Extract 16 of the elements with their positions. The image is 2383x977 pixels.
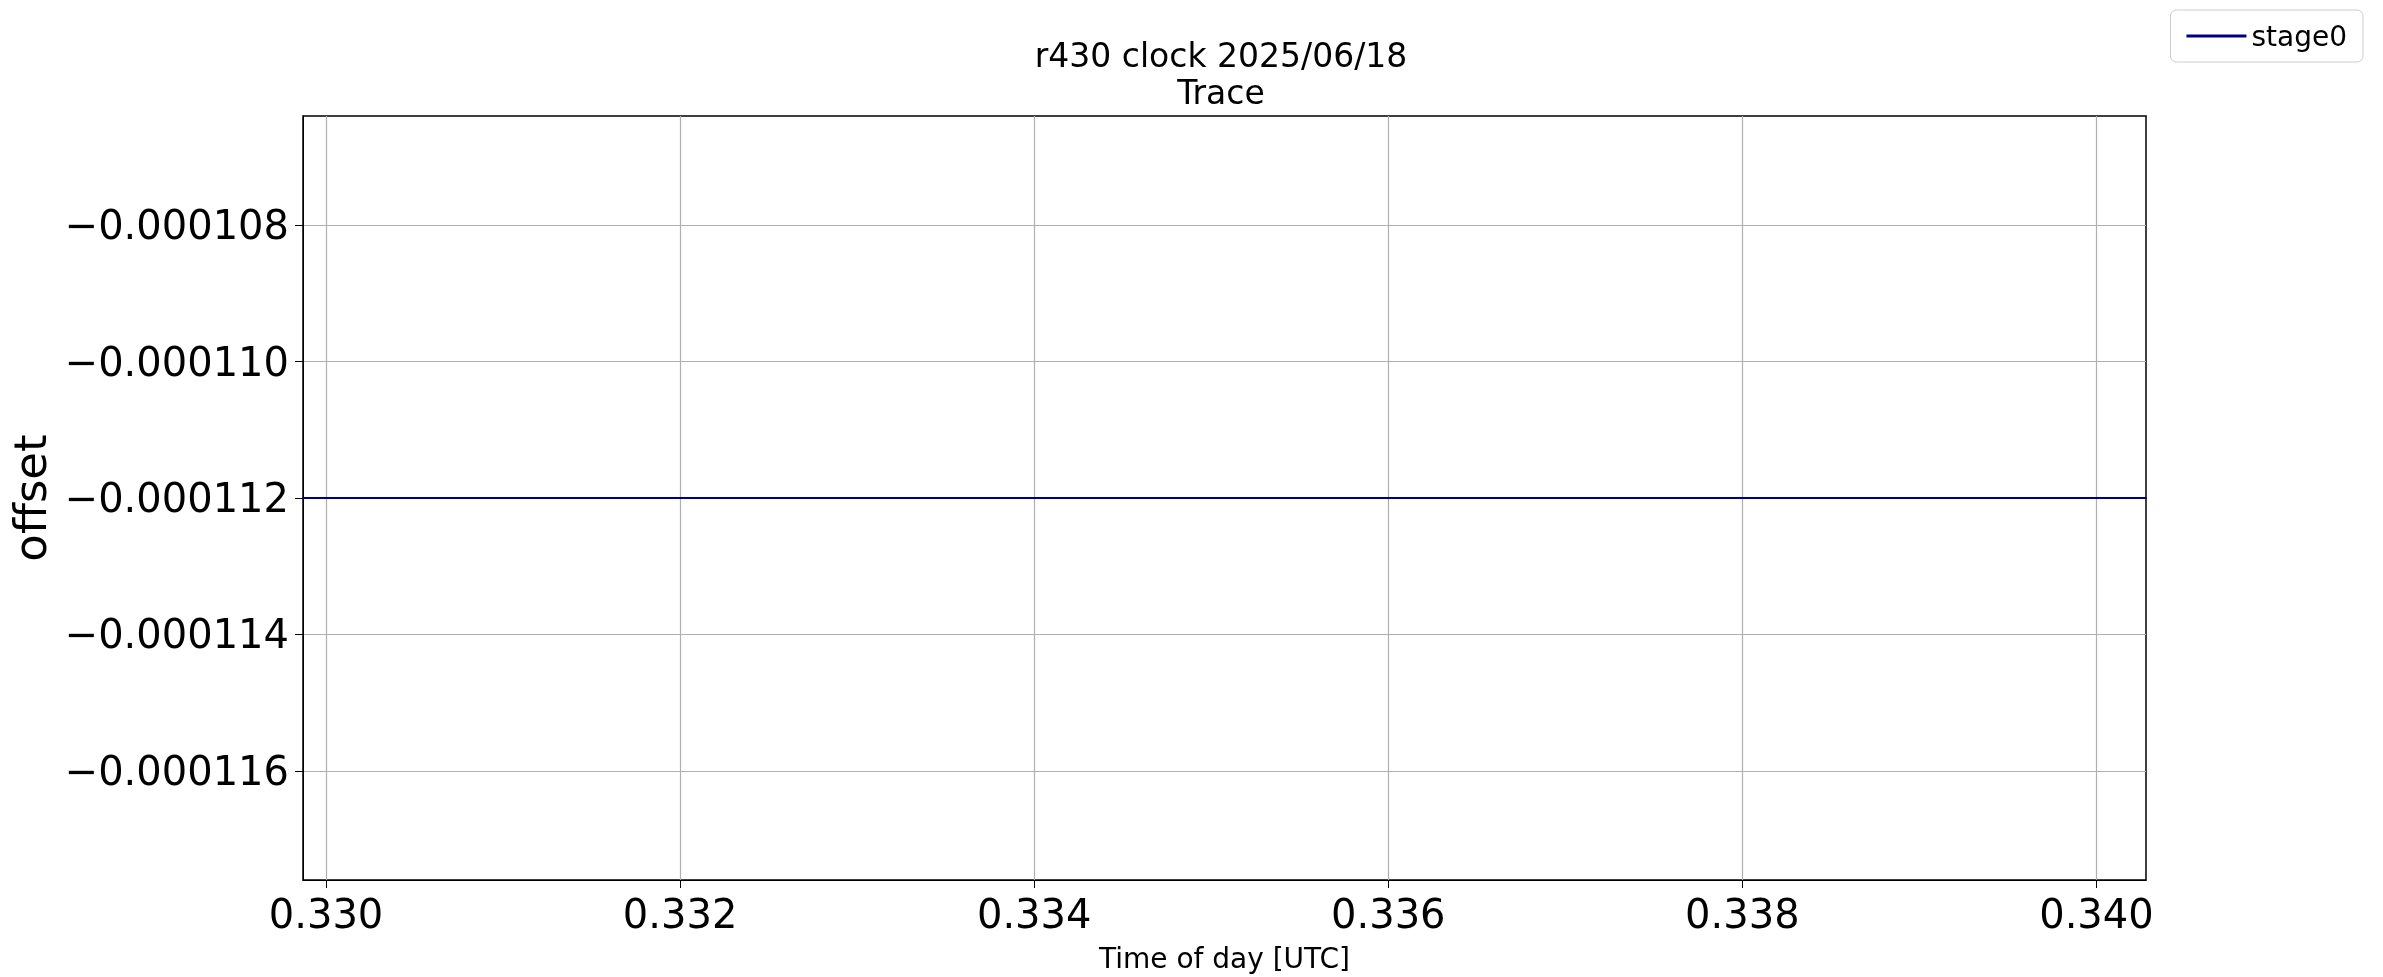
x-tick-label: 0.332 xyxy=(622,891,738,937)
y-tick-label: −0.000114 xyxy=(64,611,289,658)
x-axis-title: Time of day [UTC] xyxy=(1097,941,1351,975)
x-tick-label: 0.336 xyxy=(1331,891,1446,937)
chart-title: r430 clock 2025/06/18 xyxy=(1034,36,1408,75)
x-tick-label: 0.338 xyxy=(1685,891,1800,937)
y-tick-label: −0.000116 xyxy=(64,747,289,794)
y-axis-title: offset xyxy=(4,434,57,562)
y-tick-label: −0.000110 xyxy=(64,338,289,385)
x-tick-label: 0.334 xyxy=(976,891,1092,937)
chart-subtitle: Trace xyxy=(1176,73,1265,112)
legend-label: stage0 xyxy=(2251,19,2348,53)
y-tick-label: −0.000112 xyxy=(64,475,289,521)
x-tick-label: 0.330 xyxy=(268,891,384,937)
x-tick-label: 0.340 xyxy=(2039,891,2154,937)
y-tick-label: −0.000108 xyxy=(64,202,289,249)
